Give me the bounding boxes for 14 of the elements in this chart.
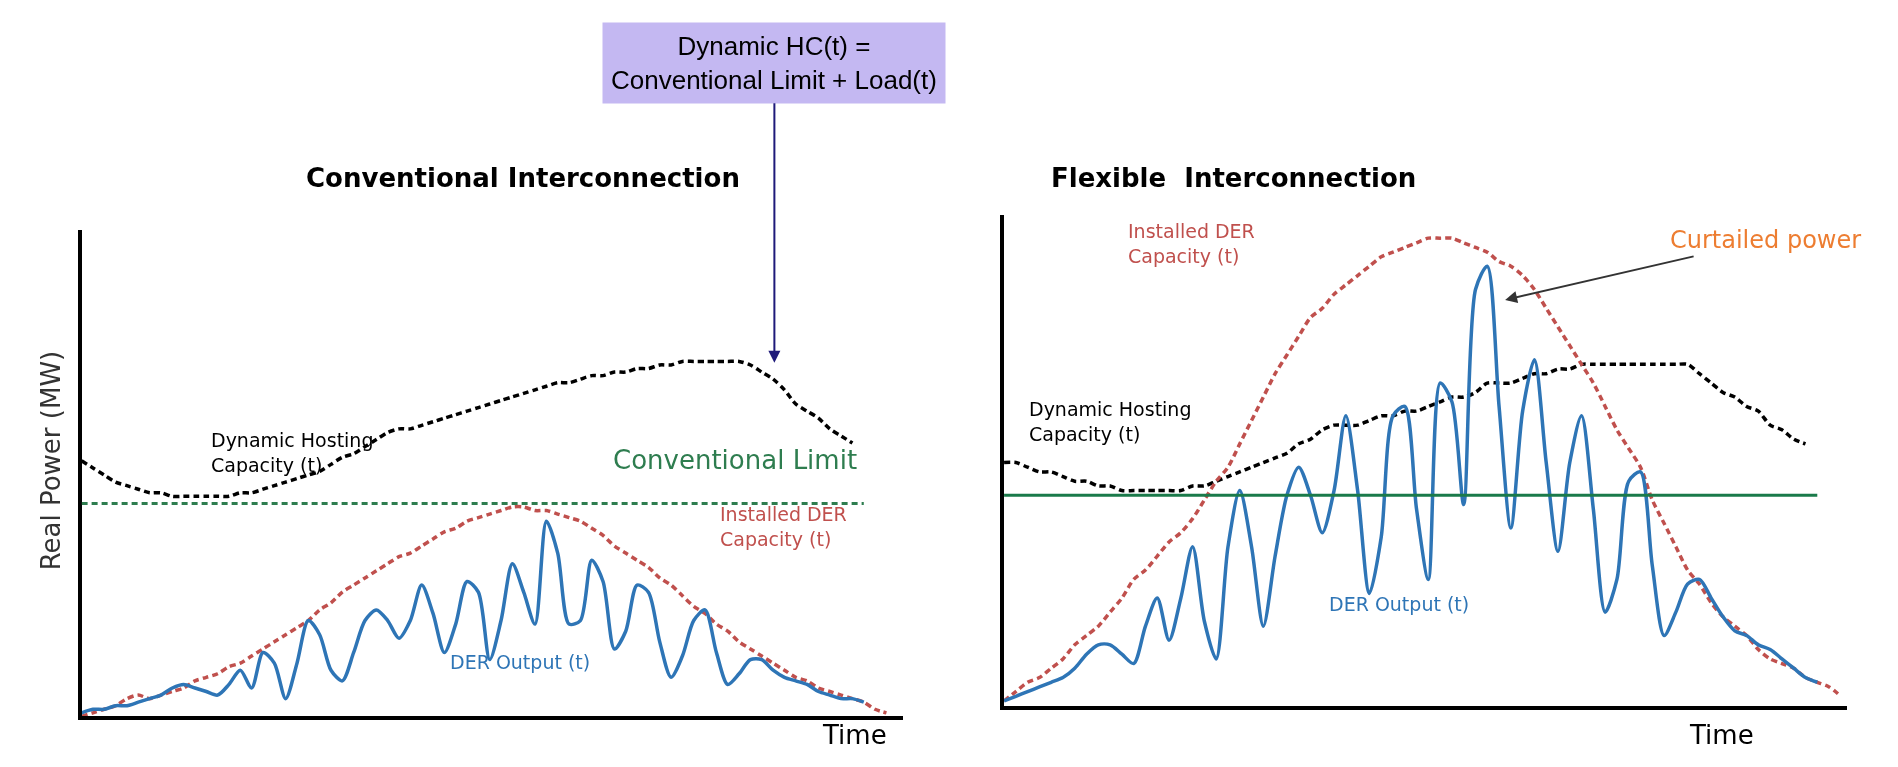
ref-line-label: Conventional Limit bbox=[613, 445, 858, 475]
series-label: DER Output (t) bbox=[1329, 593, 1470, 615]
chart-title: Flexible Interconnection bbox=[1051, 163, 1417, 193]
series-label: Dynamic Hosting Capacity (t) bbox=[1029, 398, 1192, 445]
text: Installed DER Capacity (t) bbox=[1128, 220, 1255, 267]
x-axis-title: Time bbox=[822, 720, 887, 750]
text: Installed DER Capacity (t) bbox=[720, 503, 847, 550]
x-axis-title: Time bbox=[1689, 720, 1754, 750]
chart-title: Conventional Interconnection bbox=[306, 163, 740, 193]
series-label: DER Output (t) bbox=[450, 651, 591, 673]
text: Dynamic HC(t) = Conventional Limit + Load(t) bbox=[611, 31, 937, 95]
y-axis-title: Real Power (MW) bbox=[35, 350, 66, 571]
annotation: Curtailed power bbox=[1670, 226, 1862, 254]
series-label: Dynamic Hosting Capacity (t) bbox=[211, 429, 374, 476]
